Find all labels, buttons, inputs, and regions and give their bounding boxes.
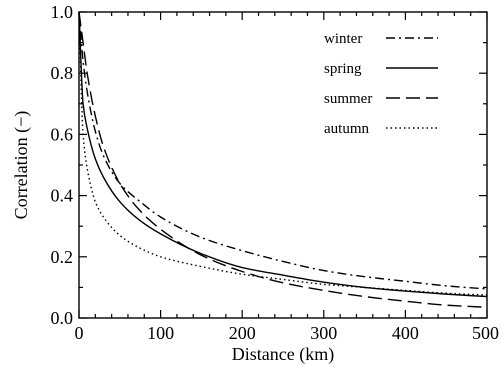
series-line-autumn xyxy=(78,11,488,296)
plot-lines xyxy=(78,11,488,308)
legend: winter spring summer autumn xyxy=(324,31,438,137)
y-tick-label-0: 0.0 xyxy=(51,308,74,328)
tick-labels: 0 100 200 300 400 500 0.0 0.2 0.4 0.6 0.8 1.0 xyxy=(51,2,500,343)
series-line-summer xyxy=(78,11,488,308)
y-tick-label-0.4: 0.4 xyxy=(51,186,74,206)
legend-label-spring: spring xyxy=(324,61,362,77)
legend-label-winter: winter xyxy=(324,31,362,47)
axis-ticks xyxy=(78,11,488,319)
x-tick-label-100: 100 xyxy=(147,323,174,343)
y-tick-label-0.2: 0.2 xyxy=(51,247,74,267)
legend-label-summer: summer xyxy=(324,91,372,107)
y-tick-label-0.6: 0.6 xyxy=(51,124,74,144)
series-line-spring xyxy=(78,11,488,298)
y-tick-label-1: 1.0 xyxy=(51,2,74,22)
x-tick-label-200: 200 xyxy=(229,323,256,343)
plot-frame xyxy=(78,11,488,319)
y-axis-label: Correlation (−) xyxy=(11,111,32,220)
legend-label-autumn: autumn xyxy=(324,121,369,137)
series-line-winter xyxy=(78,11,488,290)
x-tick-label-0: 0 xyxy=(75,323,84,343)
x-tick-label-400: 400 xyxy=(392,323,419,343)
y-tick-label-0.8: 0.8 xyxy=(51,63,74,83)
x-axis-label: Distance (km) xyxy=(232,344,334,365)
x-tick-label-500: 500 xyxy=(472,323,499,343)
x-tick-label-300: 300 xyxy=(310,323,337,343)
